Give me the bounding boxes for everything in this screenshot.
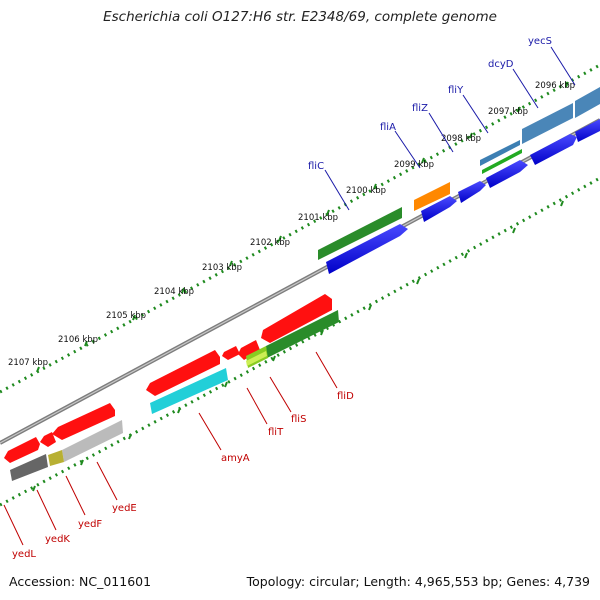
inner-ticks	[32, 200, 564, 492]
reverse-leaders	[3, 351, 338, 546]
accession-text: Accession: NC_011601	[9, 574, 152, 589]
gene-label-fliC[interactable]: fliC	[308, 161, 324, 172]
gene-yecS-bar[interactable]	[575, 87, 600, 118]
reverse-arrow-4[interactable]	[146, 350, 220, 396]
forward-arrow-4[interactable]	[458, 181, 486, 203]
gene-label-fliY[interactable]: fliY	[448, 85, 464, 96]
gene-amyA-bar[interactable]	[150, 368, 228, 414]
gene-label-yedK[interactable]: yedK	[45, 534, 70, 545]
scale-label: 2098 kbp	[441, 134, 481, 144]
scale-label: 2097 kbp	[488, 107, 528, 117]
gene-fliY-inner-bar[interactable]	[482, 149, 522, 174]
gene-label-yedL[interactable]: yedL	[12, 549, 36, 560]
gene-label-fliS[interactable]: fliS	[291, 414, 306, 425]
scale-label: 2106 kbp	[58, 335, 98, 345]
scale-label: 2103 kbp	[202, 263, 242, 273]
gene-fliC-bar[interactable]	[318, 207, 402, 260]
reverse-gene-labels: fliD fliS fliT amyA yedE yedF yedK yedL	[12, 391, 354, 560]
reverse-arrow-6[interactable]	[40, 432, 56, 447]
scale-label: 2105 kbp	[106, 311, 146, 321]
gene-yedF-bar[interactable]	[48, 450, 64, 466]
scale-label: 2100 kbp	[346, 186, 386, 196]
gene-label-yedE[interactable]: yedE	[112, 503, 137, 514]
gene-fliT-bar[interactable]	[246, 351, 267, 366]
gene-label-amyA[interactable]: amyA	[221, 453, 250, 464]
genome-summary-text: Topology: circular; Length: 4,965,553 bp…	[246, 574, 590, 589]
forward-gene-labels: yecS dcyD fliY fliZ fliA fliC	[308, 36, 552, 172]
reverse-arrow-1[interactable]	[261, 294, 332, 343]
gene-label-fliD[interactable]: fliD	[337, 391, 354, 402]
forward-arrow-1[interactable]	[575, 119, 600, 142]
gene-label-fliT[interactable]: fliT	[268, 427, 284, 438]
gene-dcyD-bar[interactable]	[522, 103, 573, 144]
scale-labels: 2096 kbp 2097 kbp 2098 kbp 2099 kbp 2100…	[8, 81, 575, 368]
forward-arrow-6[interactable]	[326, 224, 408, 274]
gene-label-yedF[interactable]: yedF	[78, 519, 102, 530]
reverse-strand	[4, 294, 339, 481]
forward-arrow-2[interactable]	[530, 134, 577, 165]
scale-label: 2104 kbp	[154, 287, 194, 297]
forward-arrow-3[interactable]	[486, 160, 528, 188]
forward-leaders	[324, 46, 576, 211]
scale-label: 2102 kbp	[250, 238, 290, 248]
gene-label-yecS[interactable]: yecS	[528, 36, 552, 47]
gene-fliD-bar[interactable]	[266, 310, 339, 358]
reverse-arrow-2[interactable]	[238, 340, 260, 360]
gene-fliY-bar[interactable]	[480, 140, 520, 166]
scale-label: 2107 kbp	[8, 358, 48, 368]
forward-arrow-5[interactable]	[421, 196, 457, 222]
gene-yedK-bar[interactable]	[10, 454, 48, 481]
gene-label-dcyD[interactable]: dcyD	[488, 59, 514, 70]
gene-label-fliA[interactable]: fliA	[380, 122, 396, 133]
reverse-arrow-3[interactable]	[222, 346, 240, 360]
gene-label-fliZ[interactable]: fliZ	[412, 103, 428, 114]
forward-strand	[318, 87, 600, 274]
map-title: Escherichia coli O127:H6 str. E2348/69, …	[103, 9, 497, 25]
outer-ticks	[36, 81, 569, 373]
reverse-arrow-5[interactable]	[52, 403, 115, 440]
gene-fliZ-bar[interactable]	[414, 182, 450, 211]
gene-yedE-bar[interactable]	[62, 420, 123, 462]
scale-label: 2096 kbp	[535, 81, 575, 91]
reverse-arrow-7[interactable]	[4, 437, 40, 463]
scale-label: 2101 kbp	[298, 213, 338, 223]
scale-label: 2099 kbp	[394, 160, 434, 170]
